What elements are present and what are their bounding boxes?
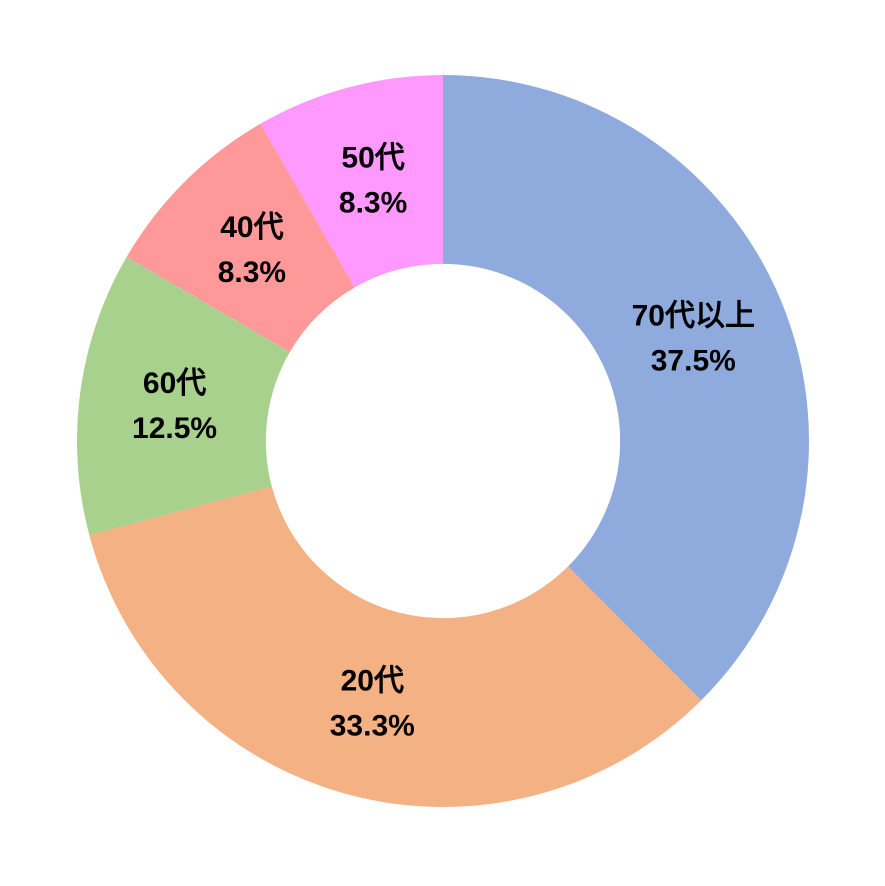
slice-category-text: 60代 (143, 367, 206, 400)
donut-slice-4 (260, 75, 443, 288)
slice-category-text: 40代 (220, 211, 283, 244)
donut-slice-1 (89, 486, 702, 807)
slice-category-text: 50代 (341, 141, 404, 174)
donut-slice-2 (77, 257, 290, 535)
donut-slice-0 (443, 75, 809, 701)
slice-percent-text: 8.3% (339, 186, 407, 219)
slice-percent-text: 33.3% (330, 709, 415, 742)
slice-label-0: 70代以上 37.5% (632, 300, 755, 378)
slice-category-text: 70代以上 (632, 300, 755, 333)
slice-label-4: 50代 8.3% (339, 141, 407, 219)
slice-label-3: 40代 8.3% (218, 211, 286, 289)
slice-percent-text: 37.5% (651, 345, 736, 378)
slice-label-1: 20代 33.3% (330, 664, 415, 742)
donut-slice-3 (126, 123, 355, 352)
slice-label-2: 60代 12.5% (132, 367, 217, 445)
slice-percent-text: 12.5% (132, 412, 217, 445)
slice-percent-text: 8.3% (218, 256, 286, 289)
slice-category-text: 20代 (341, 664, 404, 697)
